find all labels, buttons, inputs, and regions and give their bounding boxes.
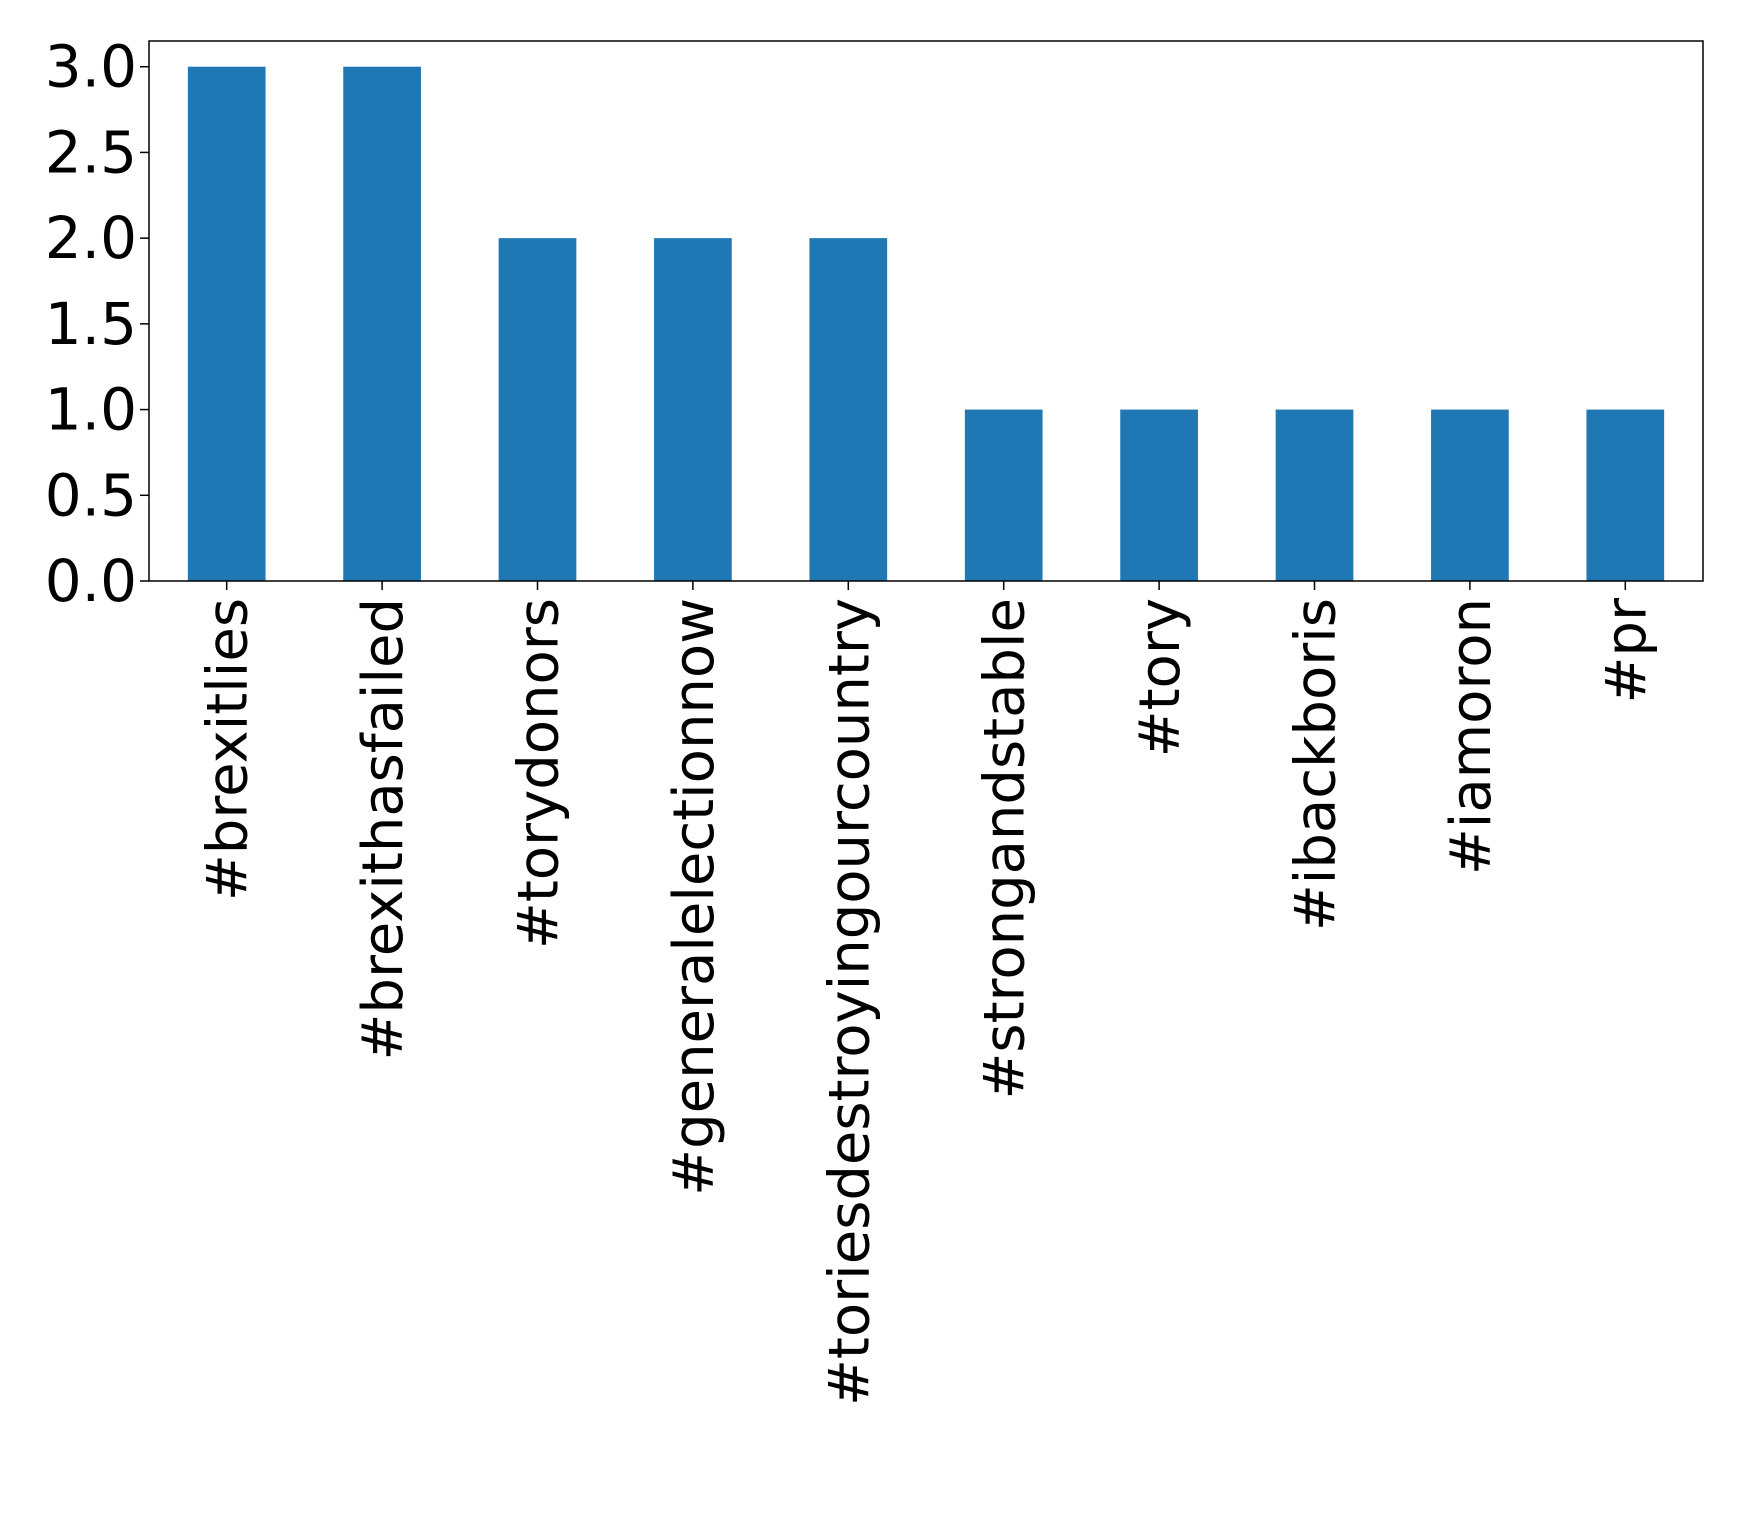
- bar: [1275, 409, 1354, 581]
- y-tick-label: 0.0: [45, 547, 137, 615]
- y-tick-label: 3.0: [45, 33, 137, 101]
- bar: [654, 238, 732, 581]
- x-tick-label: #pr: [1594, 597, 1659, 703]
- x-tick-label: #generalelectionnow: [662, 598, 727, 1196]
- bar: [1586, 409, 1665, 581]
- y-tick-label: 1.0: [45, 376, 137, 444]
- bar: [1120, 409, 1198, 581]
- bar: [809, 238, 888, 581]
- bars-layer: [187, 66, 1665, 581]
- x-tick-label: #brexitlies: [196, 598, 261, 901]
- x-tick-label: #torydonors: [507, 598, 572, 949]
- x-tick-label: #iamoron: [1439, 598, 1504, 875]
- y-axis: 0.0 0.5 1.0 1.5 2.0 2.5 3.0: [45, 33, 149, 615]
- plot-frame: [148, 40, 1704, 582]
- x-tick-label: #tory: [1128, 598, 1193, 757]
- x-tick-label: #brexithasfailed: [351, 598, 416, 1061]
- bar: [1431, 409, 1509, 581]
- x-axis: #brexitlies #brexithasfailed #torydonors #g…: [196, 581, 1659, 1406]
- y-tick-label: 0.5: [45, 461, 137, 529]
- bar: [498, 238, 577, 581]
- y-tick-label: 2.0: [45, 204, 137, 272]
- bar: [187, 66, 266, 581]
- y-tick-label: 2.5: [45, 118, 137, 186]
- bar: [964, 409, 1043, 581]
- y-tick-label: 1.5: [45, 290, 137, 358]
- bar: [343, 66, 421, 581]
- x-tick-label: #toriesdestroyingourcountry: [817, 598, 882, 1406]
- x-tick-label: #strongandstable: [973, 598, 1038, 1100]
- x-tick-label: #ibackboris: [1284, 598, 1349, 931]
